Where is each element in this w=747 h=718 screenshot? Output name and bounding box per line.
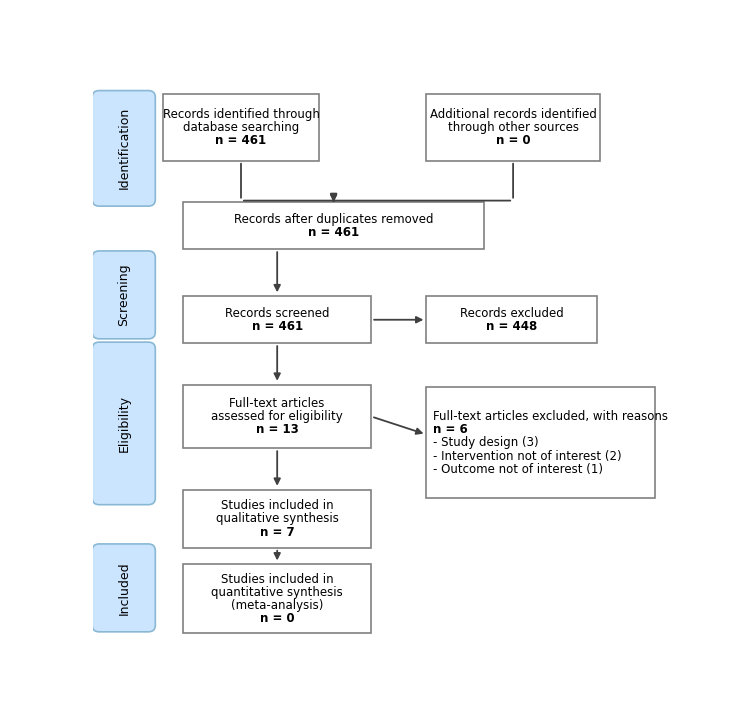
Text: n = 461: n = 461 [252,320,303,333]
Text: Identification: Identification [117,107,130,190]
FancyBboxPatch shape [427,95,600,161]
FancyBboxPatch shape [92,342,155,505]
Text: n = 7: n = 7 [260,526,294,538]
FancyBboxPatch shape [92,544,155,632]
FancyBboxPatch shape [427,297,597,343]
Text: quantitative synthesis: quantitative synthesis [211,586,343,599]
Text: Full-text articles: Full-text articles [229,397,325,410]
FancyBboxPatch shape [183,490,371,548]
Text: Additional records identified: Additional records identified [430,108,597,121]
Text: qualitative synthesis: qualitative synthesis [216,512,338,526]
FancyBboxPatch shape [183,385,371,448]
FancyBboxPatch shape [183,297,371,343]
FancyBboxPatch shape [183,564,371,633]
Text: Records excluded: Records excluded [459,307,563,320]
Text: Studies included in: Studies included in [221,499,333,512]
Text: Studies included in: Studies included in [221,572,333,586]
Text: through other sources: through other sources [447,121,579,134]
Text: (meta-analysis): (meta-analysis) [231,599,323,612]
Text: Records identified through: Records identified through [163,108,320,121]
Text: Included: Included [117,561,130,615]
Text: n = 0: n = 0 [260,612,294,625]
Text: - Outcome not of interest (1): - Outcome not of interest (1) [433,463,604,476]
Text: Screening: Screening [117,264,130,326]
Text: n = 0: n = 0 [496,134,530,147]
Text: n = 448: n = 448 [486,320,537,333]
FancyBboxPatch shape [92,251,155,339]
FancyBboxPatch shape [163,95,319,161]
Text: database searching: database searching [183,121,299,134]
Text: n = 13: n = 13 [255,424,299,437]
FancyBboxPatch shape [427,388,655,498]
Text: n = 461: n = 461 [215,134,267,147]
FancyBboxPatch shape [92,90,155,206]
Text: Records screened: Records screened [225,307,329,320]
Text: n = 6: n = 6 [433,423,468,436]
Text: assessed for eligibility: assessed for eligibility [211,410,343,423]
Text: - Study design (3): - Study design (3) [433,437,539,449]
Text: n = 461: n = 461 [308,226,359,239]
Text: Full-text articles excluded, with reasons: Full-text articles excluded, with reason… [433,410,669,423]
Text: Records after duplicates removed: Records after duplicates removed [234,213,433,225]
Text: Eligibility: Eligibility [117,395,130,452]
FancyBboxPatch shape [183,202,484,249]
Text: - Intervention not of interest (2): - Intervention not of interest (2) [433,449,622,462]
